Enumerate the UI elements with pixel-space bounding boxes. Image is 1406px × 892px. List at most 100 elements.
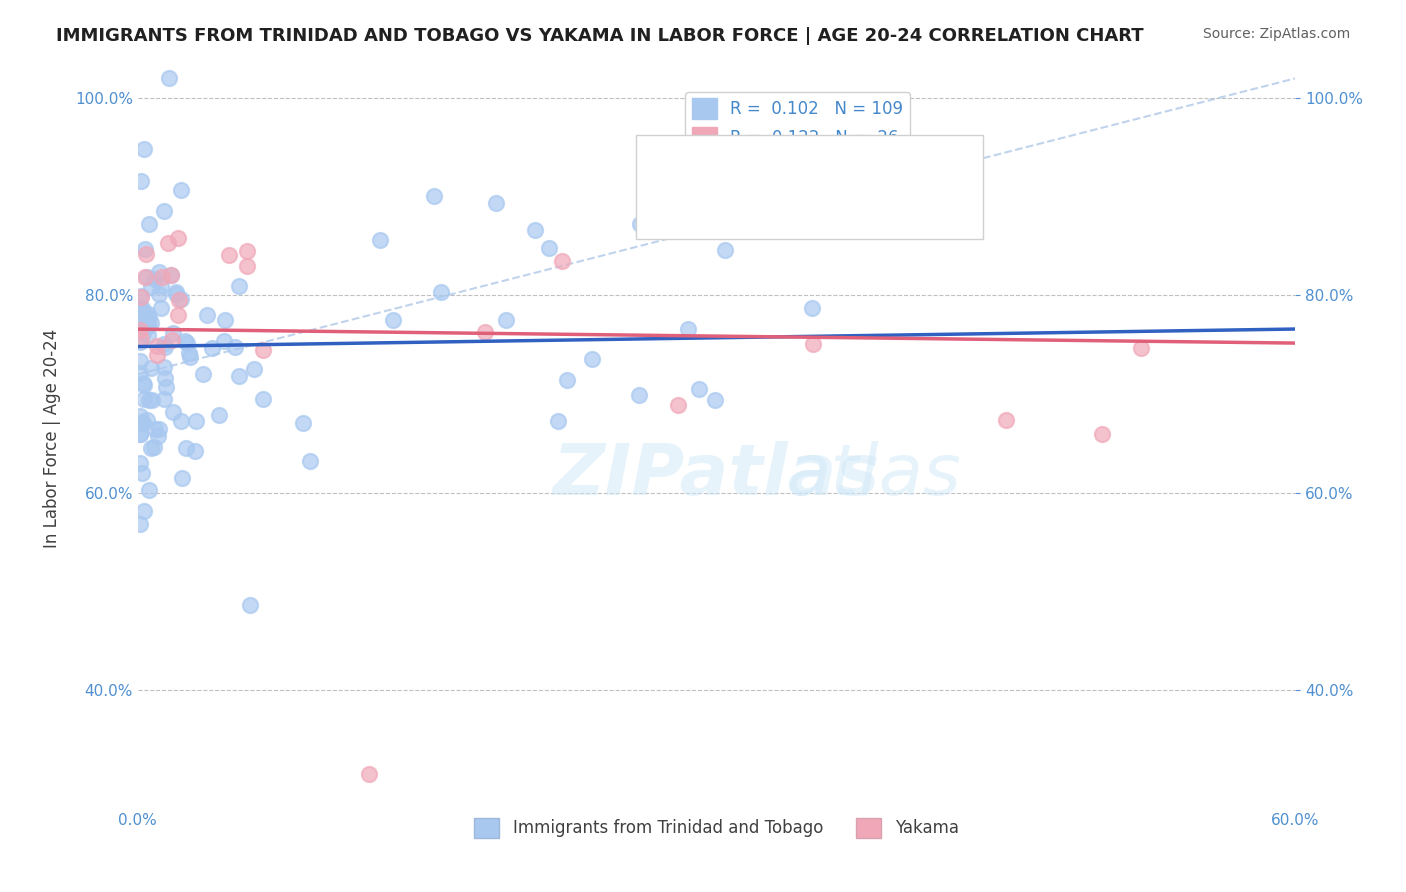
Point	[129, 174, 152, 188]
Point	[134, 242, 156, 256]
Point	[153, 392, 176, 407]
Point	[704, 393, 727, 408]
Point	[291, 416, 314, 430]
Point	[160, 268, 183, 282]
Point	[146, 339, 169, 353]
Point	[201, 341, 224, 355]
Point	[177, 345, 200, 359]
Point	[195, 308, 218, 322]
Point	[148, 422, 170, 436]
Point	[523, 222, 546, 236]
Point	[423, 188, 446, 202]
Point	[138, 327, 160, 342]
Point	[134, 392, 156, 406]
Point	[170, 292, 193, 306]
Point	[155, 371, 177, 385]
Point	[239, 598, 262, 612]
Point	[145, 422, 167, 436]
Point	[212, 334, 235, 348]
Point	[146, 429, 169, 443]
Point	[134, 269, 156, 284]
Point	[160, 268, 183, 282]
Point	[170, 182, 193, 196]
Point	[132, 305, 155, 319]
Point	[628, 218, 651, 232]
Point	[166, 231, 188, 245]
Point	[801, 301, 824, 316]
Point	[155, 380, 177, 394]
Point	[228, 278, 250, 293]
Point	[688, 382, 710, 396]
Point	[1129, 341, 1152, 355]
Point	[138, 483, 160, 498]
Point	[134, 504, 156, 518]
Point	[228, 368, 250, 383]
Point	[131, 415, 153, 429]
Point	[128, 517, 150, 532]
Point	[128, 427, 150, 442]
Point	[129, 290, 152, 304]
Y-axis label: In Labor Force | Age 20-24: In Labor Force | Age 20-24	[44, 329, 60, 548]
Point	[169, 414, 191, 428]
Legend: Immigrants from Trinidad and Tobago, Yakama: Immigrants from Trinidad and Tobago, Yak…	[468, 811, 966, 845]
Point	[382, 313, 405, 327]
Point	[143, 440, 166, 454]
Point	[430, 285, 453, 299]
Point	[252, 392, 274, 406]
Point	[162, 405, 184, 419]
Point	[359, 767, 381, 781]
Point	[148, 265, 170, 279]
Point	[131, 288, 153, 302]
Point	[176, 336, 198, 351]
Point	[162, 326, 184, 340]
Point	[138, 393, 160, 408]
Point	[165, 285, 187, 299]
Point	[208, 408, 231, 422]
Point	[714, 244, 737, 258]
Point	[628, 388, 651, 402]
Point	[132, 417, 155, 431]
Point	[224, 340, 246, 354]
Point	[243, 361, 266, 376]
Point	[184, 414, 207, 428]
Point	[134, 307, 156, 321]
Point	[153, 337, 176, 351]
Point	[179, 350, 201, 364]
Text: IMMIGRANTS FROM TRINIDAD AND TOBAGO VS YAKAMA IN LABOR FORCE | AGE 20-24 CORRELA: IMMIGRANTS FROM TRINIDAD AND TOBAGO VS Y…	[56, 27, 1144, 45]
Point	[149, 279, 172, 293]
Point	[150, 270, 173, 285]
Point	[1091, 426, 1114, 441]
Point	[128, 456, 150, 470]
Point	[801, 337, 824, 351]
Point	[145, 348, 167, 362]
Point	[136, 412, 159, 426]
Point	[484, 195, 506, 210]
Point	[153, 204, 176, 219]
Point	[139, 316, 162, 330]
Point	[136, 270, 159, 285]
Point	[131, 301, 153, 315]
Point	[132, 377, 155, 392]
Point	[547, 414, 569, 428]
Point	[666, 398, 689, 412]
Text: ZIPatlas: ZIPatlas	[553, 441, 880, 510]
Point	[252, 343, 274, 358]
Point	[191, 368, 214, 382]
Point	[132, 142, 155, 156]
Point	[135, 316, 157, 330]
Point	[129, 353, 152, 368]
Point	[994, 413, 1017, 427]
Point	[299, 454, 322, 468]
Point	[128, 409, 150, 423]
Text: Source: ZipAtlas.com: Source: ZipAtlas.com	[1202, 27, 1350, 41]
Point	[166, 308, 188, 322]
Point	[787, 101, 810, 115]
Point	[707, 179, 730, 194]
Point	[141, 279, 163, 293]
Point	[138, 217, 160, 231]
Point	[157, 71, 180, 86]
Point	[172, 471, 194, 485]
Point	[678, 321, 700, 335]
Point	[132, 376, 155, 391]
Point	[173, 334, 195, 348]
